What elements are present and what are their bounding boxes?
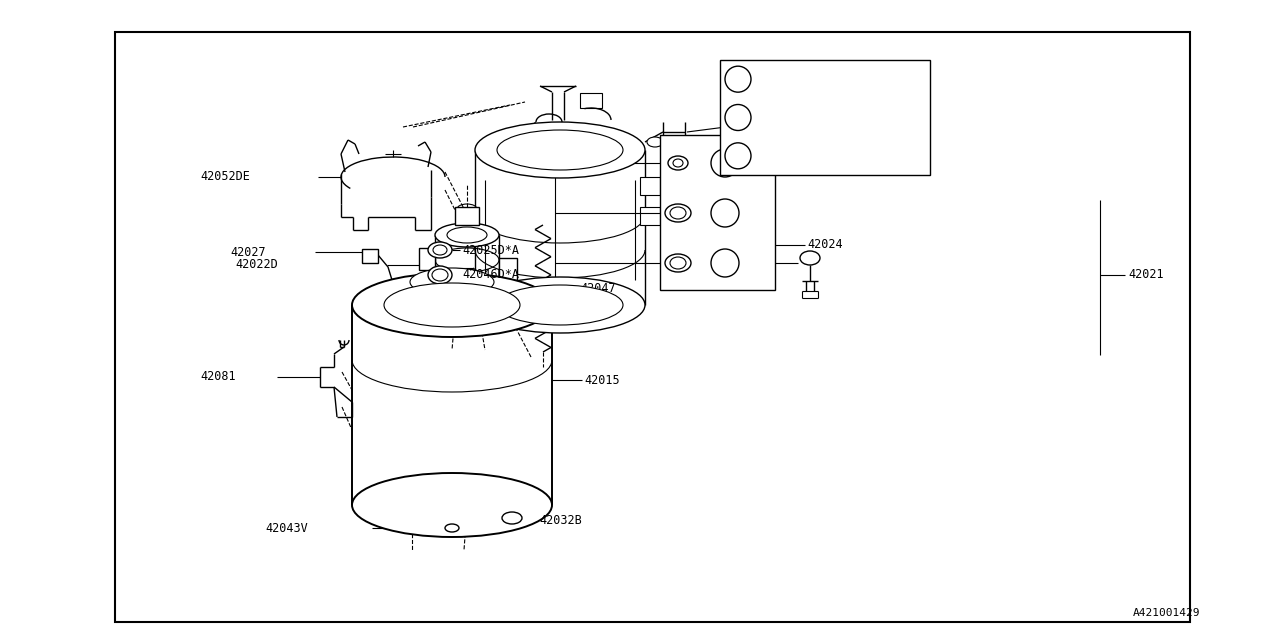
Ellipse shape	[475, 122, 645, 178]
Bar	[499, 258, 517, 280]
Bar	[580, 93, 602, 108]
Text: 42043V: 42043V	[265, 522, 307, 534]
Circle shape	[710, 149, 739, 177]
Text: 3: 3	[722, 258, 728, 268]
Bar	[454, 207, 479, 225]
Bar	[640, 207, 660, 225]
Ellipse shape	[502, 512, 522, 524]
Circle shape	[724, 104, 751, 131]
Ellipse shape	[673, 159, 684, 167]
Text: 42027: 42027	[230, 246, 266, 259]
Text: 42046D*B: 42046D*B	[762, 149, 819, 163]
Text: A421001429: A421001429	[1133, 608, 1201, 618]
Circle shape	[724, 143, 751, 169]
Text: 42015: 42015	[584, 374, 620, 387]
Ellipse shape	[410, 268, 494, 296]
Text: 1: 1	[722, 158, 728, 168]
Text: 42052D: 42052D	[782, 113, 824, 127]
Text: 2: 2	[735, 111, 741, 124]
Bar	[362, 249, 378, 263]
Text: 42025D*A: 42025D*A	[462, 243, 518, 257]
Bar	[115, 32, 1190, 622]
Ellipse shape	[800, 251, 820, 265]
Text: 2: 2	[722, 208, 728, 218]
Text: 3: 3	[735, 149, 741, 163]
Text: 42052DE: 42052DE	[200, 170, 250, 184]
Ellipse shape	[447, 227, 486, 243]
Text: 42032B: 42032B	[539, 513, 581, 527]
Ellipse shape	[352, 473, 552, 537]
Bar	[419, 248, 435, 270]
Ellipse shape	[668, 156, 689, 170]
Ellipse shape	[646, 137, 663, 147]
Bar	[640, 177, 660, 195]
Text: 42021: 42021	[1128, 269, 1164, 282]
Ellipse shape	[433, 245, 447, 255]
Ellipse shape	[445, 524, 460, 532]
Text: 42024: 42024	[806, 239, 842, 252]
Circle shape	[724, 66, 751, 92]
Bar	[660, 135, 774, 290]
Text: 42047: 42047	[580, 282, 616, 296]
Ellipse shape	[669, 257, 686, 269]
Text: 1: 1	[735, 73, 741, 86]
Ellipse shape	[425, 300, 509, 330]
Text: 42025D*D: 42025D*D	[762, 111, 819, 124]
Ellipse shape	[497, 285, 623, 325]
Text: 42022D: 42022D	[236, 259, 278, 271]
Ellipse shape	[666, 254, 691, 272]
Ellipse shape	[433, 269, 448, 281]
Ellipse shape	[666, 204, 691, 222]
Ellipse shape	[384, 283, 520, 327]
Circle shape	[710, 249, 739, 277]
Ellipse shape	[475, 277, 645, 333]
Ellipse shape	[352, 273, 552, 337]
Text: 42081: 42081	[200, 371, 236, 383]
Ellipse shape	[428, 242, 452, 258]
Ellipse shape	[497, 130, 623, 170]
Ellipse shape	[435, 223, 499, 247]
Text: 42025D*C: 42025D*C	[762, 73, 819, 86]
Ellipse shape	[669, 207, 686, 219]
Circle shape	[710, 199, 739, 227]
Bar	[719, 60, 931, 175]
Text: 42046D*A: 42046D*A	[462, 269, 518, 282]
Ellipse shape	[428, 266, 452, 284]
